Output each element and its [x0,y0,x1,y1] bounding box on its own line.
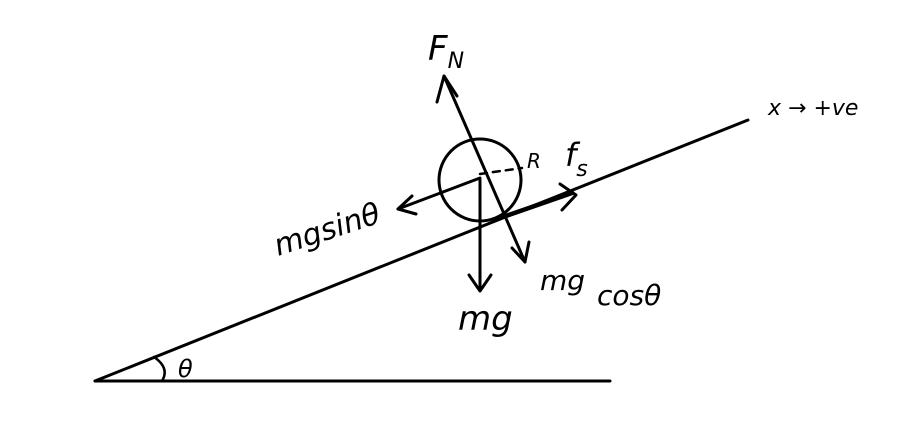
incline-line [93,118,750,383]
mg-cos-label-bottom: cosθ [597,279,661,312]
normal-force-arrowhead [435,74,459,104]
mg-sin-label: mgsinθ [270,196,385,263]
normal-force-line [442,74,527,264]
mg-cos-arrowhead [510,240,531,264]
friction-line [497,190,575,221]
normal-force-label: FN [428,29,464,74]
mg-sin-line [396,176,482,211]
friction-label: fs [565,136,588,182]
friction-subscript: s [576,157,587,182]
axis-label: x → +ve [767,96,858,121]
radius-label: R [527,149,541,173]
weight-label: mg [458,299,513,339]
mg-cos-label-top: mg [540,264,585,297]
normal-force-subscript: N [448,49,464,74]
axis-label-group: x → +ve [767,96,858,121]
angle-arc [152,355,166,383]
angle-label: θ [178,355,193,383]
normal-force-symbol: F [428,29,448,69]
friction-arrowhead [558,182,578,212]
mg-sin-arrowhead [396,194,418,216]
weight-arrowhead [467,273,493,293]
